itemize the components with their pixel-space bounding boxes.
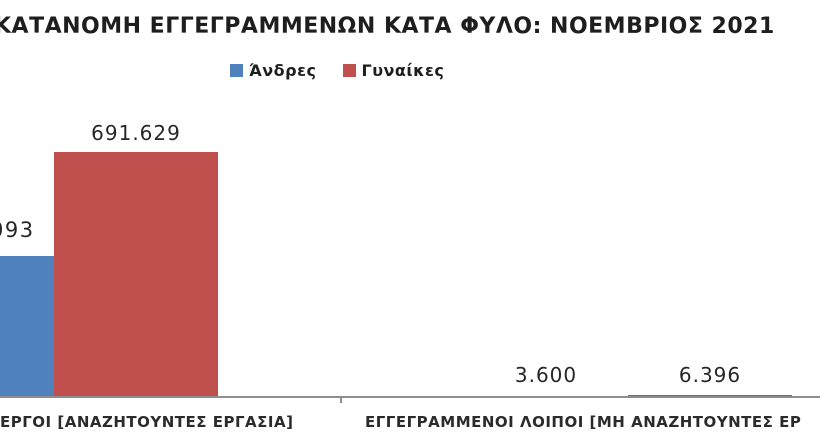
category-label-other-registered: ΕΓΓΕΓΡΑΜΜΕΝΟΙ ΛΟΙΠΟΙ [ΜΗ ΑΝΑΖΗΤΟΥΝΤΕΣ ΕΡ xyxy=(365,413,802,431)
legend-label-men: Άνδρες xyxy=(249,61,317,80)
bar-men-jobseekers xyxy=(0,256,54,397)
value-label-women-other-registered: 6.396 xyxy=(678,363,742,387)
legend-item-women: Γυναίκες xyxy=(342,61,445,80)
legend-swatch-women-icon xyxy=(342,64,356,77)
legend-swatch-men-icon xyxy=(230,64,243,77)
x-axis-line xyxy=(0,396,820,398)
x-axis-tick xyxy=(340,398,342,403)
bar-women-jobseekers xyxy=(54,152,218,397)
value-label-women-jobseekers: 691.629 xyxy=(91,121,181,145)
legend: Άνδρες Γυναίκες xyxy=(230,61,444,80)
value-label-men-jobseekers: 093 xyxy=(0,218,35,242)
value-label-men-other-registered: 3.600 xyxy=(514,363,578,387)
legend-label-women: Γυναίκες xyxy=(361,61,445,80)
category-label-jobseekers: ΕΡΓΟΙ [ΑΝΑΖΗΤΟΥΝΤΕΣ ΕΡΓΑΣΙΑ] xyxy=(0,413,294,431)
bar-women-other-registered xyxy=(628,394,792,397)
legend-item-men: Άνδρες xyxy=(230,61,317,80)
chart-title: ΚΑΤΑΝΟΜΗ ΕΓΓΕΓΡΑΜΜΕΝΩΝ ΚΑΤΑ ΦΥΛΟ: ΝΟΕΜΒΡ… xyxy=(0,14,775,39)
